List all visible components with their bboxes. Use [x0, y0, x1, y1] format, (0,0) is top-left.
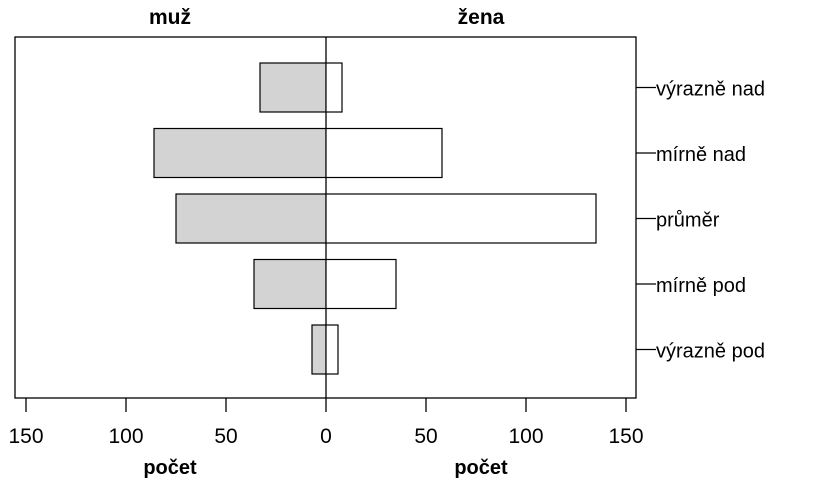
bar-zena-mirne-pod — [325, 258, 397, 310]
category-axis: výrazně nad mírně nad průměr mírně pod výraz… — [636, 79, 765, 363]
bar-zena-vyrazne-pod — [325, 324, 339, 375]
x-tick-label: 150 — [8, 425, 43, 448]
x-tick-label: 150 — [608, 425, 643, 448]
x-axis: 150 100 50 0 50 100 150 — [8, 398, 644, 448]
x-tick-label: 50 — [214, 425, 237, 448]
bar-zena-vyrazne-nad — [325, 62, 343, 113]
x-axis-title-right: počet — [454, 457, 508, 479]
bar-muz-mirne-nad — [153, 127, 327, 179]
bar-muz-vyrazne-pod — [311, 324, 327, 375]
bar-zena-mirne-nad — [325, 127, 443, 179]
bar-muz-vyrazne-nad — [259, 62, 327, 113]
x-tick-label: 50 — [414, 425, 437, 448]
bar-zena-prumer — [325, 193, 597, 244]
category-label-vyrazne-pod: výrazně pod — [656, 341, 765, 363]
x-tick-label: 0 — [320, 425, 332, 448]
bars-zena — [325, 62, 597, 375]
x-axis-title-left: počet — [143, 457, 197, 479]
bar-muz-mirne-pod — [253, 258, 327, 310]
category-label-vyrazne-nad: výrazně nad — [656, 79, 765, 101]
panel-title-right: žena — [458, 6, 505, 29]
bars-muz — [153, 62, 327, 375]
bar-muz-prumer — [175, 193, 327, 244]
x-tick-label: 100 — [108, 425, 143, 448]
category-label-mirne-pod: mírně pod — [656, 275, 746, 297]
panel-title-left: muž — [149, 6, 191, 29]
x-tick-label: 100 — [508, 425, 543, 448]
category-label-prumer: průměr — [656, 210, 720, 232]
category-label-mirne-nad: mírně nad — [656, 144, 746, 166]
